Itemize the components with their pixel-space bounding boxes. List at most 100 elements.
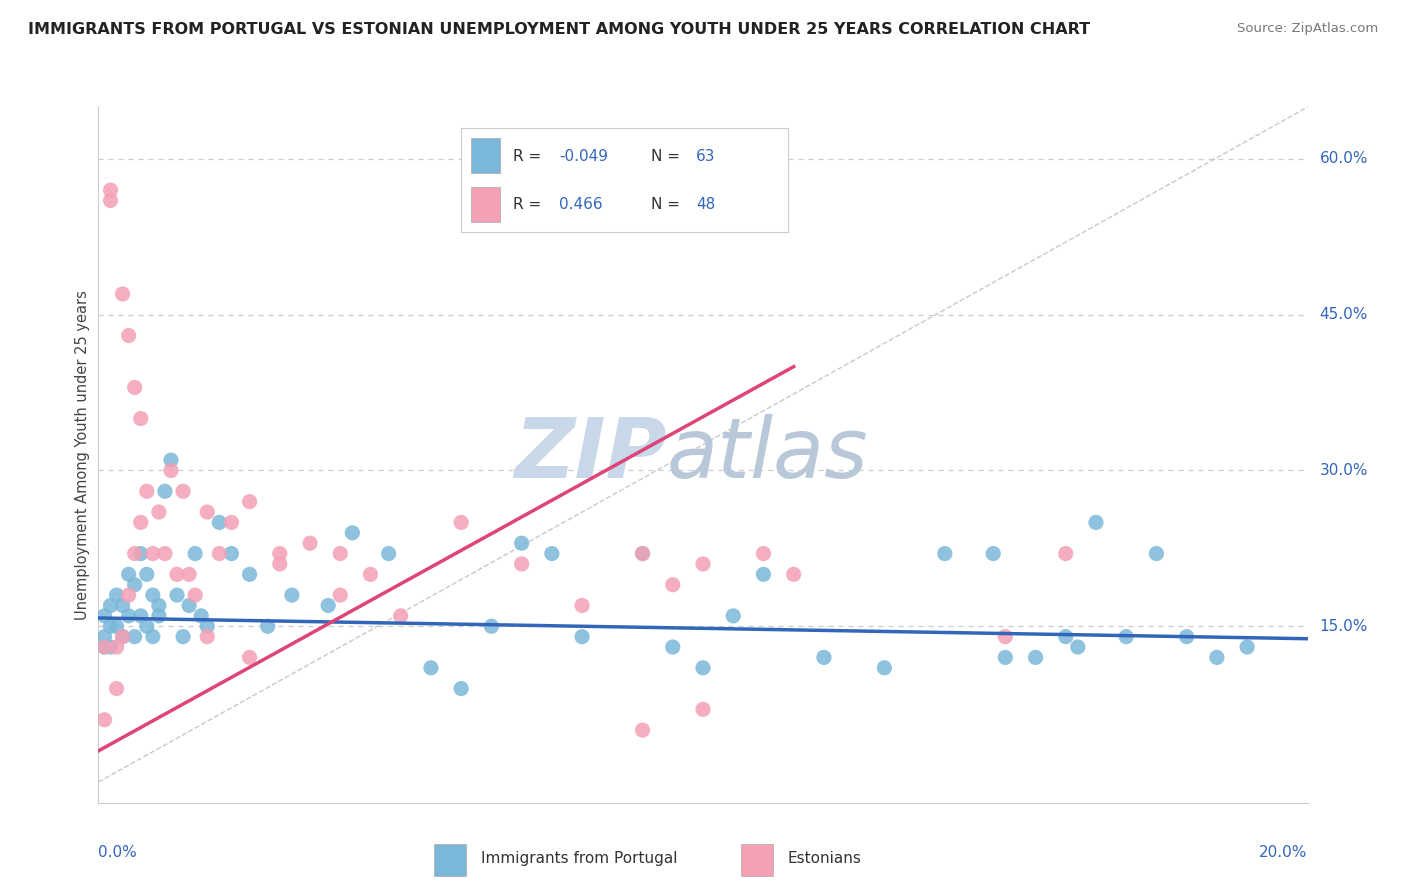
Point: [129, 516, 152, 530]
Point: [540, 547, 562, 561]
Point: [661, 640, 683, 654]
Point: [692, 661, 714, 675]
Point: [571, 630, 593, 644]
Point: [389, 608, 412, 623]
Point: [166, 567, 188, 582]
Point: [269, 547, 291, 561]
Point: [118, 328, 141, 343]
Point: [239, 494, 262, 508]
Text: 30.0%: 30.0%: [1320, 463, 1368, 478]
Point: [208, 516, 231, 530]
Point: [195, 630, 218, 644]
Point: [160, 453, 183, 467]
Point: [377, 547, 399, 561]
Point: [172, 484, 194, 499]
Text: Estonians: Estonians: [787, 851, 862, 866]
Point: [256, 619, 278, 633]
Point: [135, 484, 157, 499]
Point: [142, 630, 165, 644]
Point: [450, 516, 472, 530]
Point: [208, 547, 231, 561]
Point: [93, 640, 115, 654]
Point: [105, 619, 128, 633]
Point: [195, 619, 218, 633]
Point: [100, 640, 122, 654]
Point: [1067, 640, 1090, 654]
FancyBboxPatch shape: [741, 844, 773, 876]
Point: [93, 630, 115, 644]
Point: [124, 547, 146, 561]
Point: [419, 661, 441, 675]
Point: [1206, 650, 1229, 665]
Point: [153, 484, 176, 499]
Point: [148, 608, 170, 623]
Point: [510, 557, 533, 571]
Point: [481, 619, 503, 633]
Point: [329, 588, 352, 602]
Point: [571, 599, 593, 613]
Point: [299, 536, 322, 550]
Point: [752, 567, 775, 582]
Point: [661, 578, 683, 592]
Point: [118, 588, 141, 602]
Point: [118, 608, 141, 623]
Y-axis label: Unemployment Among Youth under 25 years: Unemployment Among Youth under 25 years: [75, 290, 90, 620]
Point: [221, 516, 243, 530]
Point: [148, 505, 170, 519]
Point: [184, 547, 207, 561]
Point: [100, 194, 122, 208]
Point: [93, 608, 115, 623]
Point: [873, 661, 896, 675]
Point: [752, 547, 775, 561]
Text: IMMIGRANTS FROM PORTUGAL VS ESTONIAN UNEMPLOYMENT AMONG YOUTH UNDER 25 YEARS COR: IMMIGRANTS FROM PORTUGAL VS ESTONIAN UNE…: [28, 22, 1090, 37]
Point: [1115, 630, 1137, 644]
Point: [111, 287, 134, 301]
Point: [994, 650, 1017, 665]
Point: [153, 547, 176, 561]
Point: [1144, 547, 1167, 561]
Point: [100, 599, 122, 613]
Point: [692, 702, 714, 716]
Text: ZIP: ZIP: [515, 415, 666, 495]
Point: [813, 650, 835, 665]
Point: [142, 547, 165, 561]
Point: [994, 630, 1017, 644]
Point: [692, 557, 714, 571]
Point: [631, 723, 654, 738]
Point: [129, 608, 152, 623]
Point: [111, 599, 134, 613]
Point: [129, 411, 152, 425]
Point: [166, 588, 188, 602]
Point: [195, 505, 218, 519]
Point: [342, 525, 364, 540]
Text: 20.0%: 20.0%: [1260, 845, 1308, 860]
Point: [190, 608, 212, 623]
Point: [1024, 650, 1046, 665]
Point: [239, 650, 262, 665]
Point: [177, 599, 201, 613]
Point: [316, 599, 339, 613]
Point: [450, 681, 472, 696]
Text: Immigrants from Portugal: Immigrants from Portugal: [481, 851, 678, 866]
Point: [100, 183, 122, 197]
Text: atlas: atlas: [666, 415, 869, 495]
Point: [105, 640, 128, 654]
Point: [1085, 516, 1108, 530]
Point: [135, 567, 157, 582]
Text: 15.0%: 15.0%: [1320, 619, 1368, 633]
Point: [105, 681, 128, 696]
Point: [135, 619, 157, 633]
Point: [105, 588, 128, 602]
Point: [510, 536, 533, 550]
Point: [93, 640, 115, 654]
Point: [184, 588, 207, 602]
Point: [177, 567, 201, 582]
Point: [124, 578, 146, 592]
Text: 60.0%: 60.0%: [1320, 152, 1368, 167]
Point: [1054, 547, 1077, 561]
Point: [360, 567, 382, 582]
Text: 45.0%: 45.0%: [1320, 307, 1368, 322]
Point: [148, 599, 170, 613]
Point: [934, 547, 956, 561]
Point: [111, 630, 134, 644]
